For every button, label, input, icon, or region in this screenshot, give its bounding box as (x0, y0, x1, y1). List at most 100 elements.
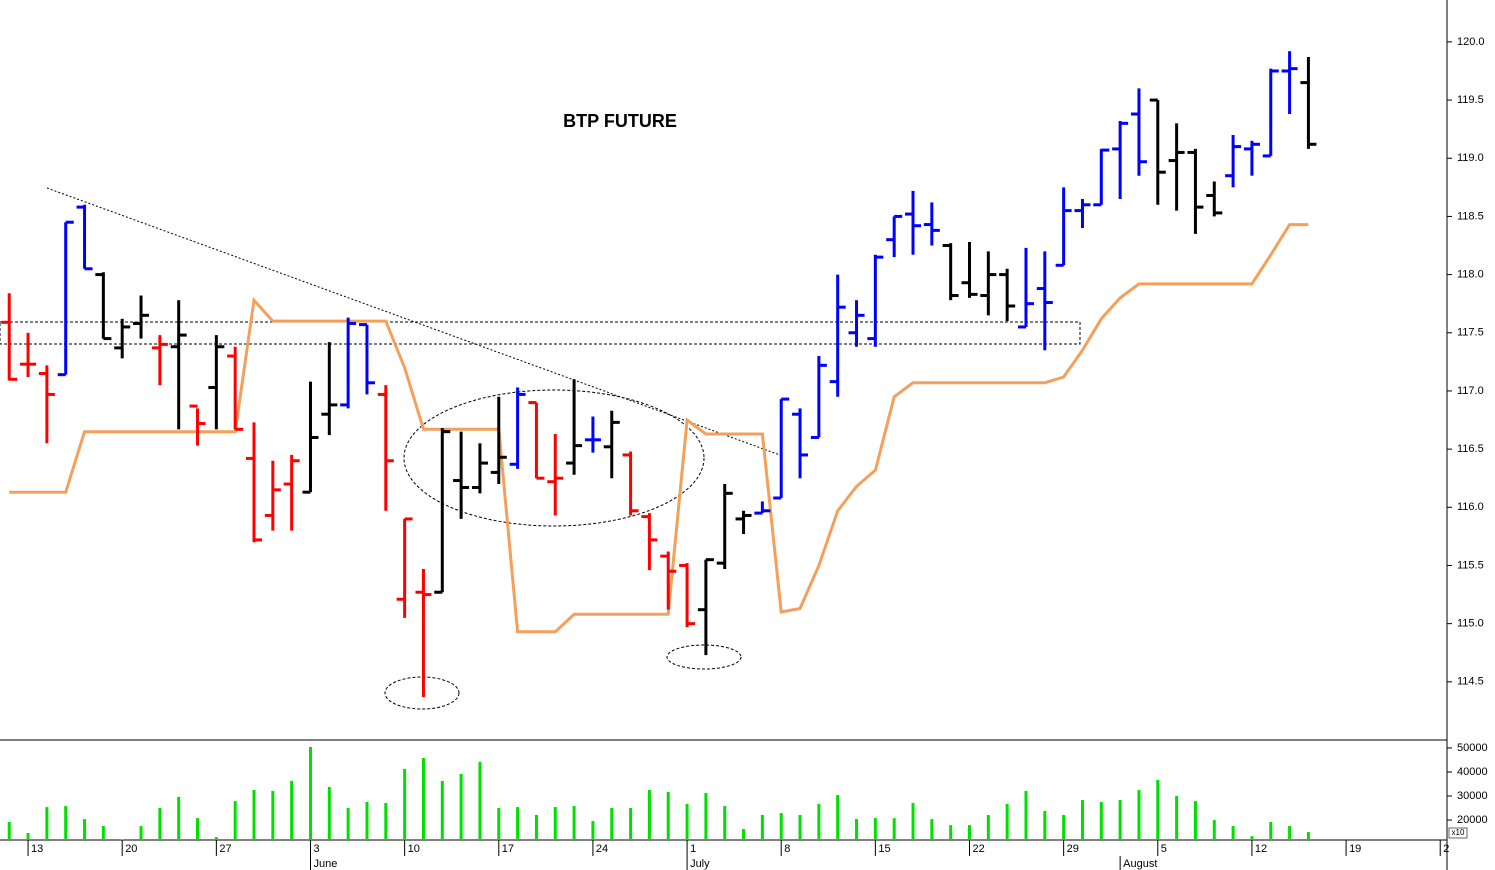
volume-bar (290, 780, 294, 840)
volume-bar (327, 786, 331, 840)
volume-bar (647, 790, 651, 840)
volume-bar (196, 818, 200, 840)
volume-bar (478, 761, 482, 840)
volume-bar (873, 818, 877, 840)
volume-bar (930, 819, 934, 840)
x-tick-label: 8 (784, 843, 790, 855)
volume-bar (911, 802, 915, 840)
volume-bar (817, 803, 821, 840)
volume-bar (1175, 796, 1179, 840)
volume-bar (83, 819, 87, 840)
y-tick-label: 116.0 (1457, 501, 1484, 513)
x-tick-label: 1 (690, 843, 696, 855)
y-tick-label: 119.5 (1457, 94, 1484, 106)
y-tick-label: 118.0 (1457, 268, 1484, 280)
volume-bar (1024, 790, 1028, 840)
volume-bar (1005, 803, 1009, 840)
volume-bar (139, 826, 143, 840)
volume-bar (949, 825, 953, 840)
volume-bar (1137, 790, 1141, 840)
scale-note: x10 (1452, 828, 1465, 837)
volume-bar (346, 808, 350, 840)
x-tick-label: 22 (972, 843, 984, 855)
month-label: July (690, 858, 710, 870)
volume-bar (497, 808, 501, 840)
x-tick-label: 20 (125, 843, 137, 855)
volume-bar (440, 780, 444, 840)
volume-bar (666, 791, 670, 840)
x-tick-label: 29 (1067, 843, 1079, 855)
x-tick-label: 3 (313, 843, 319, 855)
volume-bar (986, 815, 990, 840)
y-tick-label: 20000 (1457, 814, 1488, 826)
highlight-ellipse (666, 644, 742, 670)
volume-bar (516, 807, 520, 840)
x-tick-label: 5 (1161, 843, 1167, 855)
volume-bar (233, 801, 237, 840)
volume-bar (177, 796, 181, 840)
y-tick-label: 116.5 (1457, 443, 1484, 455)
volume-bar (591, 821, 595, 840)
x-tick-label: 19 (1349, 843, 1361, 855)
volume-bar (704, 793, 708, 840)
volume-bar (610, 808, 614, 840)
volume-bar (1269, 821, 1273, 840)
volume-bar (1231, 826, 1235, 840)
volume-bar (534, 815, 538, 840)
x-tick-label: 13 (31, 843, 43, 855)
chart-title: BTP FUTURE (563, 111, 677, 131)
scale-note-box (1448, 827, 1468, 839)
y-tick-label: 117.5 (1457, 327, 1484, 339)
x-tick-label: 27 (219, 843, 231, 855)
y-tick-label: 30000 (1457, 790, 1488, 802)
x-tick-label: 15 (878, 843, 890, 855)
volume-bar (572, 806, 576, 840)
volume-bar (892, 818, 896, 840)
volume-bar (779, 813, 783, 840)
volume-bar (798, 815, 802, 840)
volume-bar (1250, 836, 1254, 840)
y-tick-label: 115.5 (1457, 559, 1484, 571)
resistance-box (0, 321, 1081, 345)
volume-bar (1193, 801, 1197, 840)
y-tick-label: 50000 (1457, 742, 1488, 754)
volume-bar (836, 795, 840, 840)
volume-bar (308, 746, 312, 840)
volume-bar (1156, 779, 1160, 840)
volume-bar (101, 826, 105, 840)
volume-bar (553, 807, 557, 840)
volume-bar (723, 806, 727, 840)
volume-bar (855, 819, 859, 840)
volume-bar (1043, 811, 1047, 840)
volume-bar (1212, 820, 1216, 840)
volume-bar (742, 829, 746, 840)
x-tick-label: 2 (1443, 843, 1449, 855)
stop-line (9, 223, 1309, 634)
highlight-ellipse (403, 389, 705, 527)
volume-bar (967, 825, 971, 840)
volume-bar (403, 768, 407, 840)
volume-bar (120, 839, 124, 840)
x-tick-label: 12 (1255, 843, 1267, 855)
annotations (0, 187, 1081, 710)
volume-bar (1062, 815, 1066, 840)
month-label: August (1123, 858, 1157, 870)
volume-bar (271, 790, 275, 840)
volume-bar (384, 802, 388, 840)
volume-bar (252, 790, 256, 840)
volume-bar (685, 803, 689, 840)
volume-bar (45, 807, 49, 840)
volume-bar (1099, 802, 1103, 840)
volume-bar (26, 833, 30, 840)
volume-bar (760, 815, 764, 840)
volume-bar (1288, 826, 1292, 840)
highlight-ellipse (384, 676, 460, 710)
y-tick-label: 118.5 (1457, 210, 1484, 222)
volume-bar (214, 837, 218, 840)
y-tick-label: 40000 (1457, 766, 1488, 778)
volume-bar (421, 758, 425, 840)
month-label: June (313, 858, 337, 870)
volume-bar (1080, 800, 1084, 840)
volume-bar (1118, 800, 1122, 840)
